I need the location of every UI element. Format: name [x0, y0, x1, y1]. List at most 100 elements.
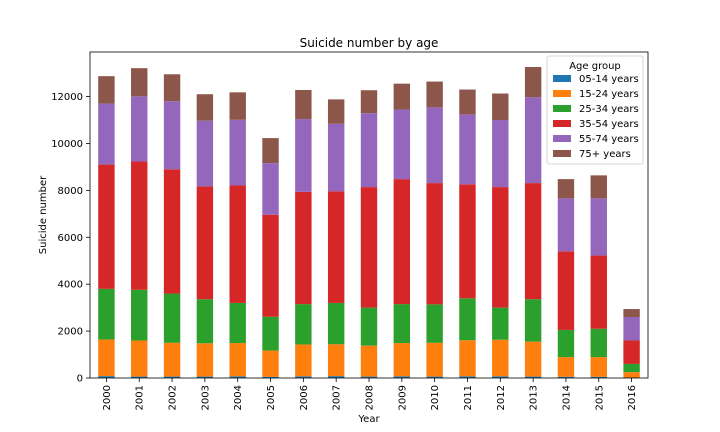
x-tick-label: 2002	[168, 385, 179, 410]
bar-2012-series-0	[492, 376, 509, 378]
bar-2011-series-1	[459, 340, 476, 377]
bar-2008-series-5	[360, 90, 378, 114]
bar-2004-series-0	[229, 376, 246, 378]
bar-2006-series-1	[295, 344, 312, 377]
bar-2012-series-5	[492, 93, 509, 121]
bar-2016-series-3	[623, 340, 640, 364]
bar-2007-series-2	[327, 302, 345, 345]
bar-2014-series-0	[557, 376, 575, 378]
bar-2014-series-3	[557, 251, 575, 330]
bar-2000-series-2	[98, 288, 115, 340]
bar-2001-series-0	[131, 376, 148, 378]
legend-title: Age group	[569, 61, 621, 72]
bar-2011-series-0	[459, 376, 476, 378]
legend-label: 05-14 years	[579, 74, 639, 85]
y-tick-label: 4000	[58, 280, 83, 291]
bar-2011-series-2	[459, 298, 476, 341]
bar-2010-series-3	[426, 183, 443, 305]
bar-2001-series-1	[131, 340, 148, 377]
bar-2001-series-2	[131, 289, 148, 341]
bar-2005-series-4	[262, 163, 279, 215]
bar-2010-series-1	[426, 342, 443, 377]
bar-2008-series-4	[360, 113, 378, 188]
bar-2003-series-2	[196, 299, 214, 344]
bar-2006-series-4	[295, 119, 312, 192]
bar-2015-series-0	[590, 376, 607, 378]
bar-2015-series-5	[590, 175, 607, 199]
legend-swatch	[553, 135, 571, 142]
bar-2009-series-1	[393, 343, 411, 377]
x-tick-label: 2016	[627, 385, 638, 410]
bar-2008-series-1	[360, 345, 378, 377]
bar-2000-series-1	[98, 339, 115, 377]
bar-2002-series-2	[163, 293, 181, 343]
x-tick-label: 2014	[561, 385, 572, 410]
legend-swatch	[553, 75, 571, 82]
x-tick-label: 2011	[463, 385, 474, 410]
bar-2008-series-3	[360, 187, 378, 308]
bar-2002-series-0	[163, 376, 181, 378]
bar-2007-series-5	[327, 99, 345, 124]
bar-2013-series-5	[524, 67, 542, 98]
bar-2002-series-3	[163, 169, 181, 294]
x-tick-label: 2015	[594, 385, 605, 410]
x-axis: 2000 2001 2002 2003 2004 2005 2006 2007 2008 2009…	[102, 378, 638, 410]
bar-2014-series-2	[557, 329, 575, 358]
legend-label: 75+ years	[579, 149, 631, 160]
bar-2007-series-4	[327, 123, 345, 192]
x-tick-label: 2012	[496, 385, 507, 410]
bar-2006-series-5	[295, 89, 312, 120]
y-tick-label: 10000	[51, 139, 83, 150]
x-axis-label: Year	[357, 414, 380, 425]
bar-2010-series-4	[426, 107, 443, 184]
bar-2011-series-3	[459, 184, 476, 299]
bar-2011-series-4	[459, 114, 476, 185]
bar-2016-series-1	[623, 372, 640, 378]
legend-swatch	[553, 90, 571, 97]
x-tick-label: 2006	[299, 385, 310, 410]
x-tick-label: 2007	[332, 385, 343, 410]
bar-2004-series-2	[229, 302, 246, 344]
bar-2006-series-3	[295, 191, 312, 305]
y-tick-label: 8000	[58, 186, 83, 197]
legend-label: 35-54 years	[579, 119, 639, 130]
bar-2003-series-4	[196, 120, 214, 187]
legend-swatch	[553, 150, 571, 157]
bar-2003-series-1	[196, 343, 214, 377]
bar-2002-series-1	[163, 342, 181, 377]
bar-2013-series-1	[524, 341, 542, 377]
x-tick-label: 2001	[135, 385, 146, 410]
bar-2012-series-3	[492, 187, 509, 308]
y-tick-label: 6000	[58, 233, 83, 244]
y-tick-label: 12000	[51, 92, 83, 103]
legend-label: 55-74 years	[579, 134, 639, 145]
bar-2015-series-3	[590, 255, 607, 329]
bar-2012-series-4	[492, 120, 509, 188]
x-tick-label: 2000	[102, 385, 113, 410]
bar-2005-series-5	[262, 138, 279, 164]
bar-2014-series-5	[557, 179, 575, 199]
bar-2014-series-1	[557, 357, 575, 377]
bar-2007-series-3	[327, 191, 345, 303]
legend-swatch	[553, 105, 571, 112]
legend-swatch	[553, 120, 571, 127]
bar-2007-series-1	[327, 344, 345, 377]
bar-2002-series-4	[163, 101, 181, 170]
bar-2003-series-5	[196, 94, 214, 121]
x-tick-label: 2005	[266, 385, 277, 410]
bar-2002-series-5	[163, 74, 181, 102]
bar-2013-series-2	[524, 299, 542, 342]
bar-2011-series-5	[459, 89, 476, 115]
bar-2003-series-3	[196, 186, 214, 300]
bar-2013-series-0	[524, 376, 542, 378]
bar-2010-series-0	[426, 376, 443, 378]
bar-2009-series-0	[393, 376, 411, 378]
bar-2010-series-2	[426, 304, 443, 343]
bar-2012-series-1	[492, 339, 509, 377]
bar-2004-series-5	[229, 92, 246, 120]
legend-label: 15-24 years	[579, 89, 639, 100]
bar-2007-series-0	[327, 376, 345, 378]
x-tick-label: 2008	[365, 385, 376, 410]
y-tick-label: 2000	[58, 327, 83, 338]
